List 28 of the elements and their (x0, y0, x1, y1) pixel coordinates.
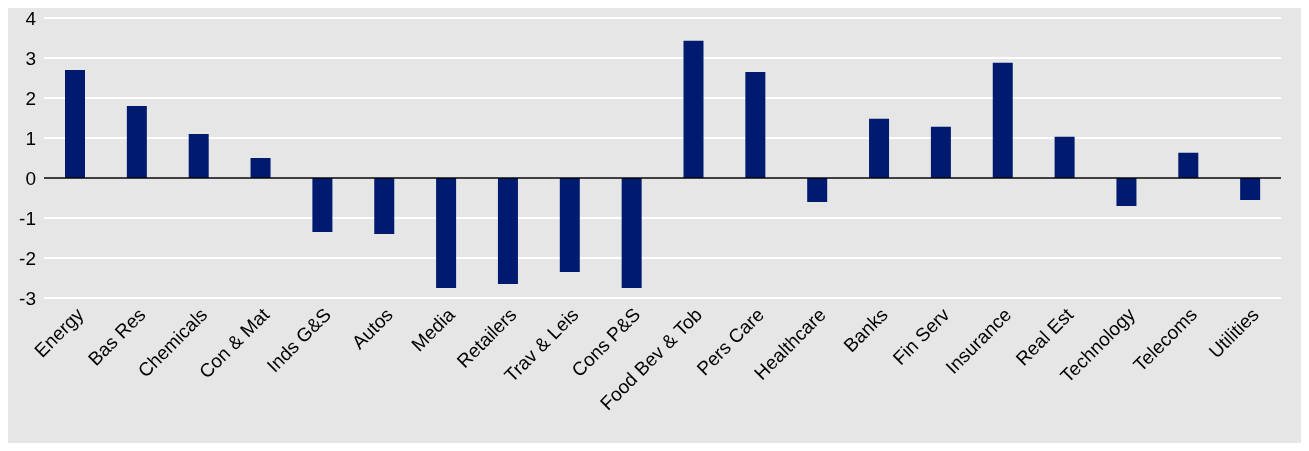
bar (188, 134, 209, 178)
y-tick-label: 4 (25, 7, 37, 29)
y-tick-label: 0 (25, 167, 36, 189)
bar (374, 178, 395, 234)
bar (930, 126, 951, 178)
y-tick-label: 2 (25, 87, 36, 109)
bar (559, 178, 580, 272)
bar (745, 72, 766, 178)
bar (1054, 136, 1075, 178)
bar (992, 62, 1013, 178)
y-tick-label: -3 (19, 287, 36, 309)
bar (1240, 178, 1261, 200)
bar (807, 178, 828, 202)
y-tick-label: -1 (19, 207, 36, 229)
bar (250, 158, 271, 178)
bar (621, 178, 642, 288)
bar (312, 178, 333, 232)
bar (126, 106, 147, 178)
bar (869, 118, 890, 178)
bar (65, 70, 85, 178)
y-tick-label: -2 (19, 247, 36, 269)
y-tick-label: 3 (25, 47, 36, 69)
y-tick-label: 1 (25, 127, 36, 149)
bar (683, 40, 704, 178)
bar (436, 178, 457, 288)
bar (497, 178, 518, 284)
bar (1178, 152, 1199, 178)
bar (1116, 178, 1137, 206)
